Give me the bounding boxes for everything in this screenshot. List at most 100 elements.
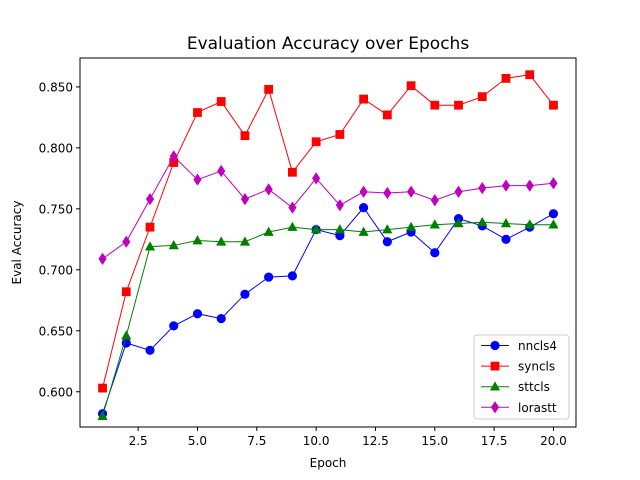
data-point-lorastt [122,235,131,248]
data-point-lorastt [312,172,321,185]
y-axis-label: Eval Accuracy [10,201,24,285]
data-point-lorastt [525,179,534,192]
data-point-lorastt [478,181,487,195]
data-point-syncls [549,100,558,110]
data-point-lorastt [217,164,226,178]
data-point-sttcls [524,219,535,229]
data-point-lorastt [549,177,558,190]
data-point-nncls4 [145,345,155,355]
data-point-sttcls [144,241,156,251]
data-point-lorastt [359,185,368,198]
data-point-sttcls [453,218,464,228]
data-point-lorastt [430,194,439,207]
data-point-lorastt [383,186,392,200]
legend-label-nncls4: nncls4 [518,339,557,353]
data-point-sttcls [239,236,251,246]
data-point-sttcls [216,236,227,246]
y-tick-label: 0.750 [39,202,73,216]
legend-marker-nncls4 [490,340,500,351]
data-point-nncls4 [430,248,440,258]
legend-label-lorastt: lorastt [518,401,557,415]
x-tick-label: 20.0 [540,434,567,448]
data-point-syncls [193,108,202,117]
data-point-syncls [121,287,131,297]
y-tick-label: 0.850 [39,80,73,94]
data-point-lorastt [406,185,416,198]
x-tick-label: 2.5 [129,434,148,448]
series-sttcls [97,216,559,420]
legend-label-sttcls: sttcls [518,380,550,394]
y-tick-label: 0.600 [39,385,73,399]
data-point-sttcls [358,226,369,236]
data-point-syncls [288,167,297,177]
data-point-sttcls [429,219,440,229]
data-point-syncls [430,100,440,110]
legend-marker-syncls [490,361,500,371]
data-point-syncls [240,131,250,141]
series-lorastt [98,150,558,265]
data-point-sttcls [500,218,512,228]
data-point-lorastt [501,179,511,192]
series-layer [97,70,559,420]
data-point-syncls [525,70,535,80]
data-point-nncls4 [382,237,392,247]
data-point-syncls [477,92,487,102]
data-point-lorastt [145,192,155,206]
x-tick-label: 10.0 [303,434,330,448]
data-point-nncls4 [240,289,250,299]
data-point-syncls [335,130,345,139]
data-point-syncls [216,97,226,106]
data-point-lorastt [240,192,250,206]
data-point-syncls [359,94,368,104]
plot-frame [79,57,577,428]
data-point-nncls4 [501,234,511,244]
series-nncls4 [97,203,559,419]
y-tick-label: 0.650 [39,324,73,338]
axis-ticks: 2.5 5.0 7.5 10.0 12.5 15.0 17.5 20.0 0.600 0.650 0… [39,80,567,448]
data-point-syncls [406,81,416,91]
legend: nncls4 syncls sttcls lorastt [473,334,570,420]
data-point-sttcls [334,224,345,234]
x-tick-label: 7.5 [247,434,266,448]
data-point-sttcls [477,216,488,227]
data-point-sttcls [97,410,108,420]
data-point-sttcls [168,239,179,250]
data-point-syncls [501,73,511,83]
data-point-nncls4 [287,271,298,281]
data-point-lorastt [288,201,297,214]
data-point-nncls4 [264,272,274,282]
data-point-nncls4 [358,203,369,213]
legend-box [473,334,570,420]
data-point-sttcls [382,224,393,234]
data-point-nncls4 [169,321,179,331]
chart-title: Evaluation Accuracy over Epochs [187,34,469,54]
data-point-syncls [382,110,392,120]
data-point-sttcls [121,330,132,340]
data-point-lorastt [264,183,273,196]
data-point-sttcls [192,235,203,245]
data-point-sttcls [311,224,322,234]
series-line-sttcls [102,221,554,417]
legend-marker-sttcls [489,381,501,391]
legend-label-syncls: syncls [518,360,555,374]
x-tick-label: 5.0 [188,434,207,448]
x-tick-label: 12.5 [362,434,389,448]
data-point-lorastt [454,185,463,198]
data-point-nncls4 [216,313,226,324]
data-point-sttcls [548,219,559,229]
data-point-lorastt [169,150,178,163]
data-point-lorastt [335,199,344,212]
data-point-nncls4 [192,309,203,319]
series-line-lorastt [102,155,554,260]
data-point-sttcls [263,226,274,236]
data-point-nncls4 [548,209,559,219]
data-point-syncls [98,383,107,393]
data-point-sttcls [405,221,417,231]
data-point-syncls [264,84,274,94]
data-point-sttcls [287,221,298,231]
data-point-syncls [454,100,463,110]
x-axis-label: Epoch [310,456,347,470]
data-point-syncls [145,222,155,232]
x-tick-label: 17.5 [481,434,508,448]
